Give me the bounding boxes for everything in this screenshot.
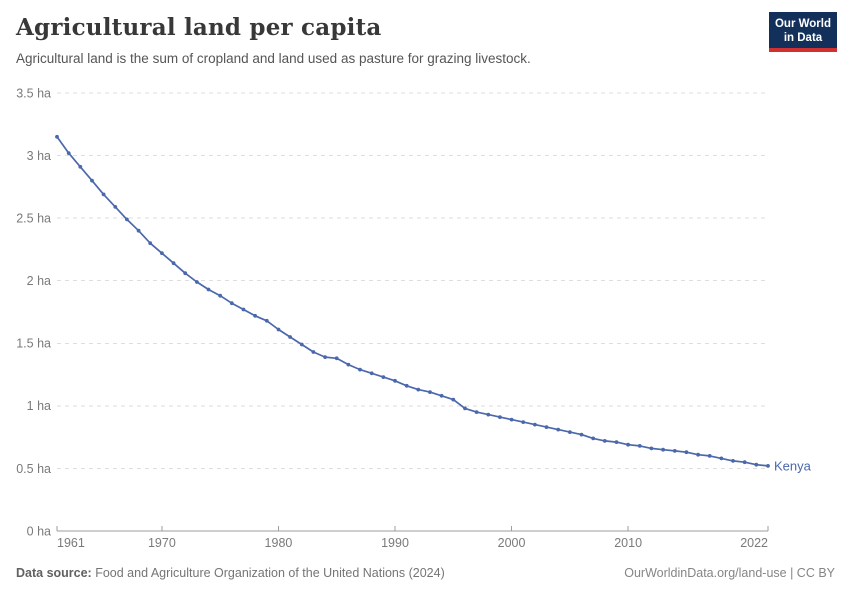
data-point[interactable]	[346, 362, 351, 367]
data-point[interactable]	[393, 378, 397, 383]
data-point[interactable]	[229, 301, 234, 306]
data-point[interactable]	[276, 327, 281, 332]
data-point[interactable]	[160, 251, 164, 256]
data-point[interactable]	[323, 355, 327, 359]
data-point[interactable]	[568, 430, 572, 434]
y-axis-label: 2.5 ha	[16, 212, 51, 226]
data-point[interactable]	[404, 383, 409, 388]
data-point[interactable]	[463, 406, 467, 411]
data-point[interactable]	[533, 422, 537, 427]
data-point[interactable]	[544, 425, 549, 429]
data-point[interactable]	[381, 375, 386, 379]
y-axis-label: 3.5 ha	[16, 86, 51, 100]
data-point[interactable]	[428, 390, 432, 394]
x-axis-label: 2022	[740, 536, 768, 550]
chart-canvas[interactable]: 0 ha 0.5 ha 1 ha 1.5 ha 2 ha 2.5 ha 3 ha 3.5 ha…	[0, 85, 850, 563]
data-point[interactable]	[171, 261, 176, 266]
data-point[interactable]	[101, 192, 106, 197]
data-point[interactable]	[649, 446, 654, 451]
data-source: Data source: Food and Agriculture Organi…	[16, 566, 445, 580]
data-point[interactable]	[579, 432, 584, 437]
data-point[interactable]	[498, 415, 502, 419]
data-point[interactable]	[684, 450, 689, 455]
data-point[interactable]	[195, 280, 199, 284]
data-point[interactable]	[731, 459, 735, 463]
owid-logo-line2: in Data	[783, 32, 823, 44]
data-point[interactable]	[78, 164, 83, 169]
series-label-kenya[interactable]: Kenya	[774, 458, 812, 473]
data-point[interactable]	[299, 342, 304, 347]
y-axis-label: 1.5 ha	[16, 337, 51, 351]
data-point[interactable]	[183, 271, 188, 276]
y-axis-label: 3 ha	[27, 149, 51, 163]
page-title: Agricultural land per capita	[16, 14, 382, 41]
data-point[interactable]	[742, 460, 747, 465]
y-axis-label: 2 ha	[27, 274, 51, 288]
data-point[interactable]	[206, 287, 211, 292]
data-point[interactable]	[439, 393, 444, 398]
data-point[interactable]	[148, 241, 153, 246]
x-axis-label: 1961	[57, 536, 85, 550]
data-point[interactable]	[474, 410, 479, 414]
data-point[interactable]	[637, 444, 642, 448]
data-point[interactable]	[218, 293, 223, 298]
x-axis-label: 1980	[265, 536, 293, 550]
y-axis-label: 1 ha	[27, 399, 51, 413]
line-chart[interactable]: 0 ha 0.5 ha 1 ha 1.5 ha 2 ha 2.5 ha 3 ha 3.5 ha…	[0, 85, 850, 563]
data-point[interactable]	[509, 417, 514, 422]
data-point[interactable]	[521, 420, 526, 424]
data-source-label: Data source:	[16, 566, 92, 580]
data-point[interactable]	[626, 442, 630, 447]
data-point[interactable]	[614, 440, 619, 444]
data-point[interactable]	[719, 456, 724, 461]
data-point[interactable]	[125, 217, 129, 222]
data-point[interactable]	[696, 452, 700, 457]
x-axis-label: 2010	[614, 536, 642, 550]
chart-subtitle: Agricultural land is the sum of cropland…	[16, 51, 531, 66]
data-point[interactable]	[311, 350, 316, 354]
data-point[interactable]	[754, 462, 759, 467]
data-point[interactable]	[66, 151, 71, 155]
data-point[interactable]	[766, 464, 770, 468]
data-point[interactable]	[55, 134, 59, 139]
owid-logo-line1: Our World	[774, 18, 831, 30]
data-point[interactable]	[334, 356, 339, 361]
data-point[interactable]	[416, 387, 421, 392]
data-point[interactable]	[113, 205, 118, 209]
x-axis-label: 2000	[498, 536, 526, 550]
data-point[interactable]	[591, 436, 596, 441]
data-point[interactable]	[486, 412, 491, 417]
data-source-text: Food and Agriculture Organization of the…	[95, 566, 445, 580]
data-point[interactable]	[707, 454, 712, 458]
attribution-link[interactable]: OurWorldinData.org/land-use | CC BY	[624, 566, 835, 580]
x-axis-label: 1990	[381, 536, 409, 550]
x-axis-label: 1970	[148, 536, 176, 550]
data-point[interactable]	[288, 335, 292, 339]
y-axis-label: 0 ha	[27, 524, 51, 538]
data-point[interactable]	[369, 371, 374, 376]
data-point[interactable]	[241, 307, 246, 312]
data-point[interactable]	[672, 449, 677, 453]
data-point[interactable]	[136, 228, 141, 233]
data-point[interactable]	[556, 427, 561, 432]
kenya-line[interactable]	[56, 135, 769, 467]
data-point[interactable]	[264, 318, 269, 323]
data-point[interactable]	[358, 367, 362, 372]
owid-logo[interactable]: Our World in Data	[769, 12, 837, 52]
data-point[interactable]	[253, 313, 257, 318]
y-axis-label: 0.5 ha	[16, 462, 51, 476]
data-point[interactable]	[451, 397, 456, 402]
chart-footer: Data source: Food and Agriculture Organi…	[16, 566, 835, 580]
data-point[interactable]	[661, 447, 665, 452]
data-point[interactable]	[602, 439, 607, 443]
data-point[interactable]	[90, 178, 94, 183]
